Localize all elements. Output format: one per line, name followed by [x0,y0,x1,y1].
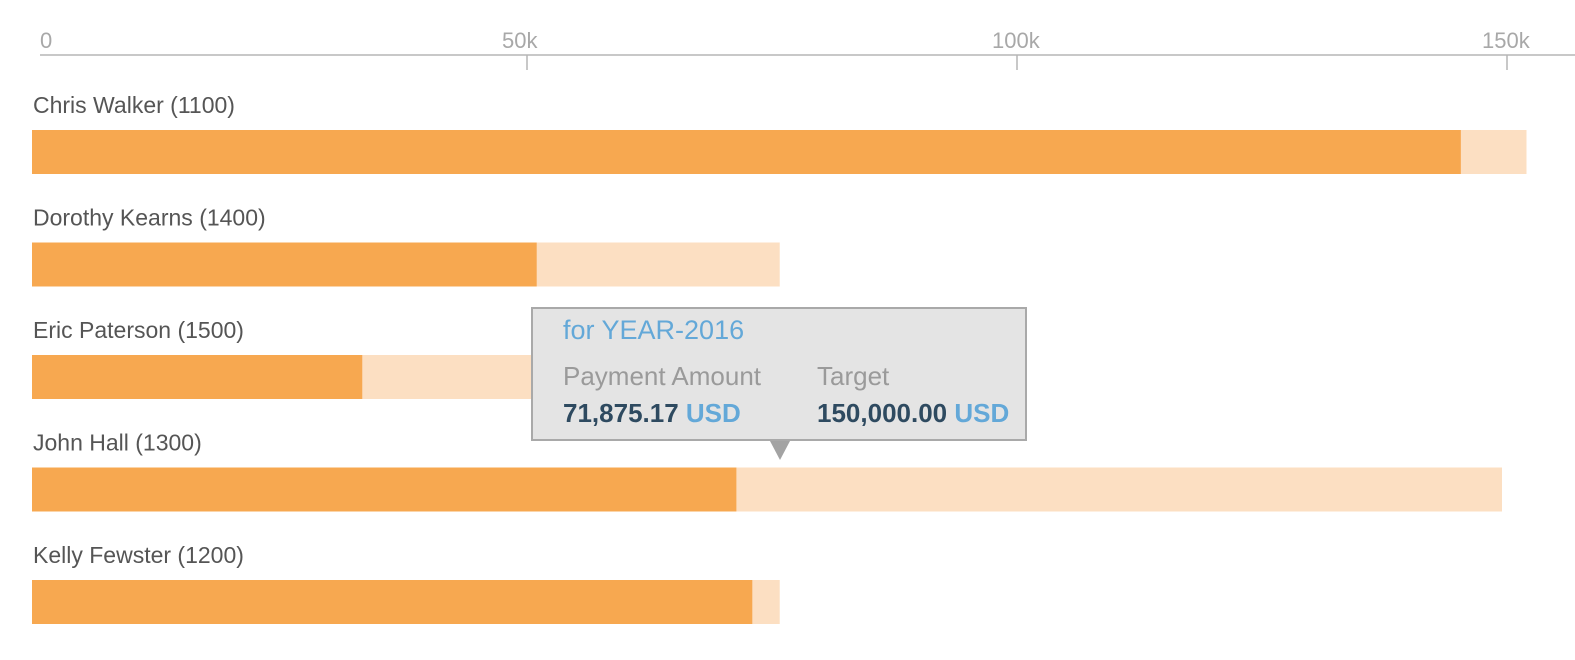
tooltip-target-column: Target 150,000.00 USD [817,361,1009,429]
tooltip-target-unit: USD [954,398,1010,428]
chart-row: Dorothy Kearns (1400) [32,205,780,287]
category-label: Chris Walker (1100) [33,92,235,118]
chart-row: Kelly Fewster (1200) [32,542,780,624]
category-label: John Hall (1300) [33,430,202,456]
category-label: Eric Paterson (1500) [33,317,244,343]
tooltip-title: for YEAR-2016 [563,315,745,345]
payment-bar [32,242,537,287]
x-axis: 0 50k 100k 150k [40,28,1575,70]
chart-row: John Hall (1300) [32,430,1502,512]
x-tick-label: 100k [992,28,1041,53]
category-label: Kelly Fewster (1200) [33,542,244,568]
payment-bar [32,467,737,512]
chart-row: Chris Walker (1100) [32,92,1527,174]
tooltip-target-amount: 150,000.00 USD [817,398,1009,429]
tooltip-target-label: Target [817,361,890,391]
x-tick-label: 150k [1482,28,1531,53]
tooltip: for YEAR-2016 Payment Amount 71,875.17 U… [531,307,1027,441]
x-tick-label: 50k [502,28,538,53]
payment-bar [32,580,753,624]
tooltip-pointer [770,441,790,460]
tooltip-payment-value: 71,875.17 [563,398,679,428]
tooltip-payment-unit: USD [685,398,741,428]
category-label: Dorothy Kearns (1400) [33,205,266,231]
tooltip-payment-column: Payment Amount 71,875.17 USD [563,361,761,429]
tooltip-target-value: 150,000.00 [817,398,948,428]
payment-bar [32,355,363,399]
tooltip-payment-amount: 71,875.17 USD [563,398,761,429]
payment-bar [32,130,1461,174]
tooltip-payment-label: Payment Amount [563,361,761,391]
x-tick-label: 0 [40,28,52,53]
